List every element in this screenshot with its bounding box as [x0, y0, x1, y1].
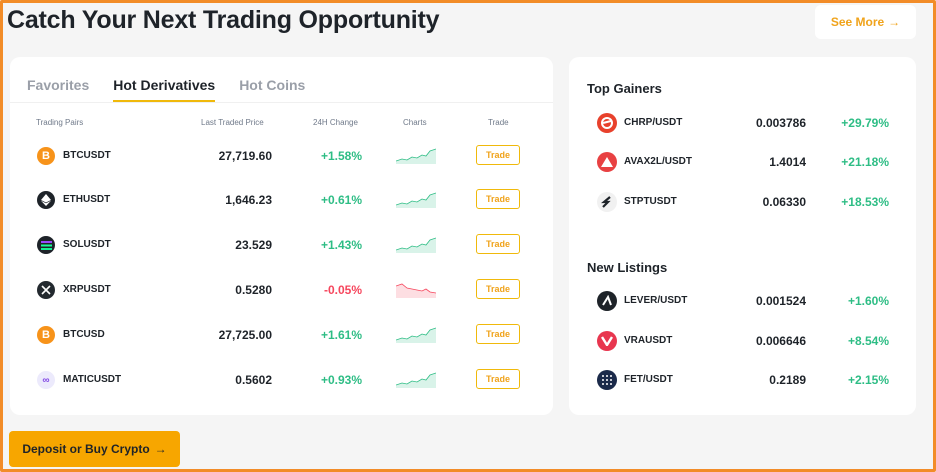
pair-name: SOLUSDT — [63, 239, 111, 250]
fetch-icon — [597, 370, 617, 390]
list-item[interactable]: AVAX2L/USDT 1.4014 +21.18% — [569, 150, 916, 174]
last-price: 1.4014 — [769, 155, 806, 169]
last-price: 1,646.23 — [225, 193, 272, 207]
tab-favorites[interactable]: Favorites — [27, 77, 90, 93]
xrp-icon — [37, 281, 55, 299]
last-price: 0.001524 — [755, 294, 806, 308]
last-price: 27,719.60 — [218, 149, 272, 163]
change-24h: +0.61% — [320, 193, 362, 207]
change-24h: +0.93% — [320, 373, 362, 387]
pair-name: CHRP/USDT — [624, 117, 683, 128]
header-last-price: Last Traded Price — [201, 118, 264, 127]
ethereum-icon — [37, 191, 55, 209]
change-24h: +1.61% — [320, 328, 362, 342]
deposit-label: Deposit or Buy Crypto — [22, 442, 150, 456]
last-price: 0.2189 — [769, 373, 806, 387]
header-24h-change: 24H Change — [313, 118, 358, 127]
change-24h: +18.53% — [841, 195, 889, 209]
last-price: 23.529 — [235, 238, 272, 252]
header-trading-pairs: Trading Pairs — [36, 118, 84, 127]
pair-name: VRAUSDT — [624, 335, 673, 346]
change-24h: +21.18% — [841, 155, 889, 169]
top-gainers-title: Top Gainers — [587, 81, 662, 96]
avalanche-icon — [597, 152, 617, 172]
table-row[interactable]: XRPUSDT 0.5280 -0.05% Trade — [10, 278, 553, 302]
deposit-or-buy-crypto-button[interactable]: Deposit or Buy Crypto → — [9, 431, 180, 467]
list-item[interactable]: CHRP/USDT 0.003786 +29.79% — [569, 111, 916, 135]
list-item[interactable]: LEVER/USDT 0.001524 +1.60% — [569, 289, 916, 313]
sparkline-chart — [396, 372, 436, 388]
pair-name: FET/USDT — [624, 374, 673, 385]
chirpley-icon — [597, 113, 617, 133]
trade-button[interactable]: Trade — [476, 324, 520, 344]
change-24h: +1.60% — [847, 294, 889, 308]
last-price: 0.06330 — [762, 195, 806, 209]
pair-name: BTCUSDT — [63, 150, 111, 161]
table-row[interactable]: ETHUSDT 1,646.23 +0.61% Trade — [10, 188, 553, 212]
header-trade: Trade — [488, 118, 509, 127]
change-24h: -0.05% — [323, 283, 362, 297]
bitcoin-icon: B — [37, 326, 55, 344]
tab-divider — [10, 102, 553, 103]
table-row[interactable]: B BTCUSD 27,725.00 +1.61% Trade — [10, 323, 553, 347]
see-more-label: See More — [830, 15, 885, 29]
pair-name: ETHUSDT — [63, 194, 111, 205]
list-item[interactable]: VRAUSDT 0.006646 +8.54% — [569, 329, 916, 353]
arrow-right-icon: → — [888, 15, 901, 29]
solana-icon — [37, 236, 55, 254]
polygon-icon: ∞ — [37, 371, 55, 389]
derivatives-card: Favorites Hot Derivatives Hot Coins Trad… — [10, 57, 553, 415]
sparkline-chart — [396, 237, 436, 253]
new-listings-title: New Listings — [587, 260, 668, 275]
last-price: 0.5280 — [235, 283, 272, 297]
tab-hot-derivatives[interactable]: Hot Derivatives — [113, 77, 215, 102]
table-row[interactable]: B BTCUSDT 27,719.60 +1.58% Trade — [10, 144, 553, 168]
arrow-right-icon: → — [154, 442, 167, 456]
change-24h: +1.43% — [320, 238, 362, 252]
bitcoin-icon: B — [37, 147, 55, 165]
market-tabs: Favorites Hot Derivatives Hot Coins — [27, 77, 329, 102]
change-24h: +8.54% — [847, 334, 889, 348]
change-24h: +29.79% — [841, 116, 889, 130]
pair-name: LEVER/USDT — [624, 295, 688, 306]
sparkline-chart — [396, 192, 436, 208]
lever-icon — [597, 291, 617, 311]
table-row[interactable]: ∞ MATICUSDT 0.5602 +0.93% Trade — [10, 368, 553, 392]
verasity-icon — [597, 331, 617, 351]
list-item[interactable]: FET/USDT 0.2189 +2.15% — [569, 368, 916, 392]
change-24h: +2.15% — [847, 373, 889, 387]
last-price: 0.003786 — [755, 116, 806, 130]
pair-name: BTCUSD — [63, 329, 105, 340]
table-row[interactable]: SOLUSDT 23.529 +1.43% Trade — [10, 233, 553, 257]
header-charts: Charts — [403, 118, 427, 127]
last-price: 0.006646 — [755, 334, 806, 348]
change-24h: +1.58% — [320, 149, 362, 163]
trade-button[interactable]: Trade — [476, 234, 520, 254]
sparkline-chart — [396, 327, 436, 343]
trade-button[interactable]: Trade — [476, 189, 520, 209]
last-price: 27,725.00 — [218, 328, 272, 342]
pair-name: MATICUSDT — [63, 374, 122, 385]
list-item[interactable]: STPTUSDT 0.06330 +18.53% — [569, 190, 916, 214]
trade-button[interactable]: Trade — [476, 279, 520, 299]
pair-name: STPTUSDT — [624, 196, 677, 207]
last-price: 0.5602 — [235, 373, 272, 387]
sparkline-chart — [396, 283, 436, 298]
pair-name: AVAX2L/USDT — [624, 156, 692, 167]
stpt-icon — [597, 192, 617, 212]
movers-card: Top Gainers CHRP/USDT 0.003786 +29.79% AVAX… — [569, 57, 916, 415]
tab-hot-coins[interactable]: Hot Coins — [239, 77, 306, 93]
page-title: Catch Your Next Trading Opportunity — [7, 6, 440, 34]
see-more-button[interactable]: See More → — [815, 5, 916, 39]
sparkline-chart — [396, 148, 436, 164]
trade-button[interactable]: Trade — [476, 369, 520, 389]
trade-button[interactable]: Trade — [476, 145, 520, 165]
pair-name: XRPUSDT — [63, 284, 111, 295]
